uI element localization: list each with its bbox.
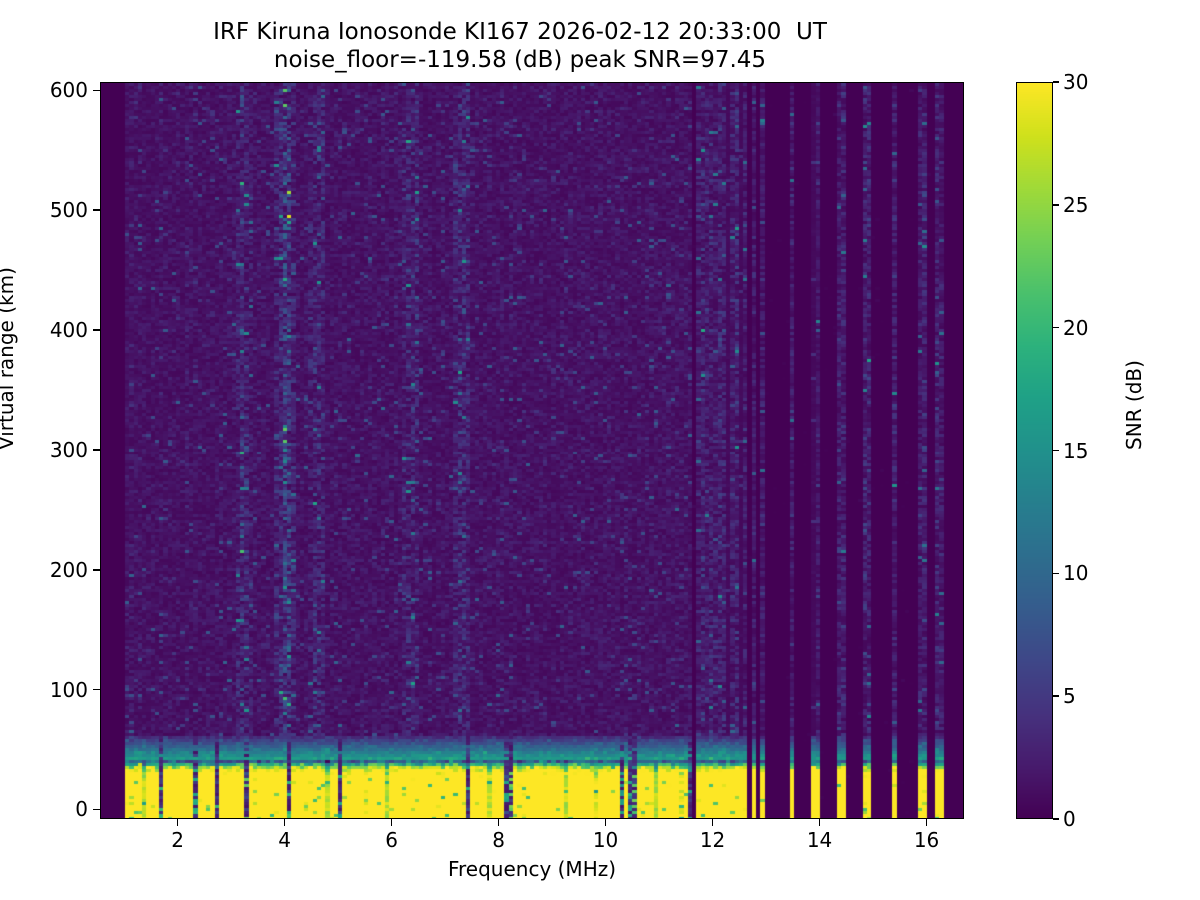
title-line-2: noise_floor=-119.58 (dB) peak SNR=97.45 bbox=[273, 47, 767, 74]
y-tick-mark bbox=[93, 568, 100, 571]
heatmap-plot-area bbox=[100, 82, 964, 819]
x-tick-label: 10 bbox=[592, 828, 619, 852]
y-tick-label: 400 bbox=[49, 318, 88, 343]
x-tick-mark bbox=[604, 819, 607, 826]
x-tick-label: 2 bbox=[171, 828, 184, 852]
colorbar-tick-mark bbox=[1053, 818, 1059, 820]
y-tick-label: 300 bbox=[49, 437, 88, 462]
x-tick-label: 12 bbox=[699, 828, 726, 852]
y-axis-label: Virtual range (km) bbox=[0, 267, 18, 450]
y-tick-label: 600 bbox=[49, 78, 88, 103]
x-tick-label: 16 bbox=[913, 828, 940, 852]
colorbar-gradient bbox=[1017, 83, 1052, 818]
y-tick-mark bbox=[93, 449, 100, 451]
colorbar-tick-mark bbox=[1053, 81, 1059, 83]
x-tick-mark bbox=[283, 819, 286, 826]
x-tick-mark bbox=[497, 819, 500, 826]
colorbar-label: SNR (dB) bbox=[1122, 360, 1146, 450]
chart-title: IRF Kiruna Ionosonde KI167 2026-02-12 20… bbox=[0, 18, 1040, 74]
colorbar-tick-mark bbox=[1053, 695, 1059, 697]
x-tick-label: 4 bbox=[278, 828, 291, 852]
y-tick-mark bbox=[93, 209, 100, 212]
y-tick-mark bbox=[93, 89, 100, 92]
colorbar-tick-mark bbox=[1053, 449, 1059, 452]
colorbar-tick-label: 10 bbox=[1063, 561, 1089, 586]
colorbar-tick-label: 30 bbox=[1063, 70, 1089, 94]
x-tick-mark bbox=[925, 819, 928, 826]
x-tick-mark bbox=[390, 819, 393, 826]
colorbar-tick-label: 15 bbox=[1063, 438, 1089, 463]
y-tick-mark bbox=[93, 329, 100, 331]
y-tick-label: 200 bbox=[49, 557, 88, 582]
title-line-1: IRF Kiruna Ionosonde KI167 2026-02-12 20… bbox=[213, 19, 827, 45]
x-tick-mark bbox=[818, 819, 821, 826]
y-tick-mark bbox=[93, 688, 100, 691]
colorbar-tick-label: 5 bbox=[1063, 684, 1076, 709]
colorbar-tick-mark bbox=[1053, 204, 1059, 206]
colorbar-tick-label: 20 bbox=[1063, 315, 1089, 340]
x-tick-label: 14 bbox=[806, 828, 833, 852]
colorbar-tick-label: 25 bbox=[1063, 192, 1089, 217]
colorbar-tick-mark bbox=[1053, 572, 1059, 575]
x-axis-label: Frequency (MHz) bbox=[447, 857, 617, 881]
ionogram-heatmap-canvas bbox=[101, 83, 963, 818]
y-tick-label: 0 bbox=[75, 797, 88, 822]
x-tick-label: 6 bbox=[385, 828, 398, 852]
y-tick-label: 100 bbox=[49, 677, 88, 702]
colorbar-tick-mark bbox=[1053, 326, 1059, 329]
x-tick-label: 8 bbox=[492, 828, 505, 852]
colorbar-tick-label: 0 bbox=[1063, 807, 1076, 831]
y-tick-mark bbox=[93, 808, 100, 811]
y-tick-label: 500 bbox=[49, 198, 88, 223]
x-tick-mark bbox=[176, 819, 179, 826]
colorbar bbox=[1016, 82, 1053, 819]
x-tick-mark bbox=[711, 819, 714, 826]
